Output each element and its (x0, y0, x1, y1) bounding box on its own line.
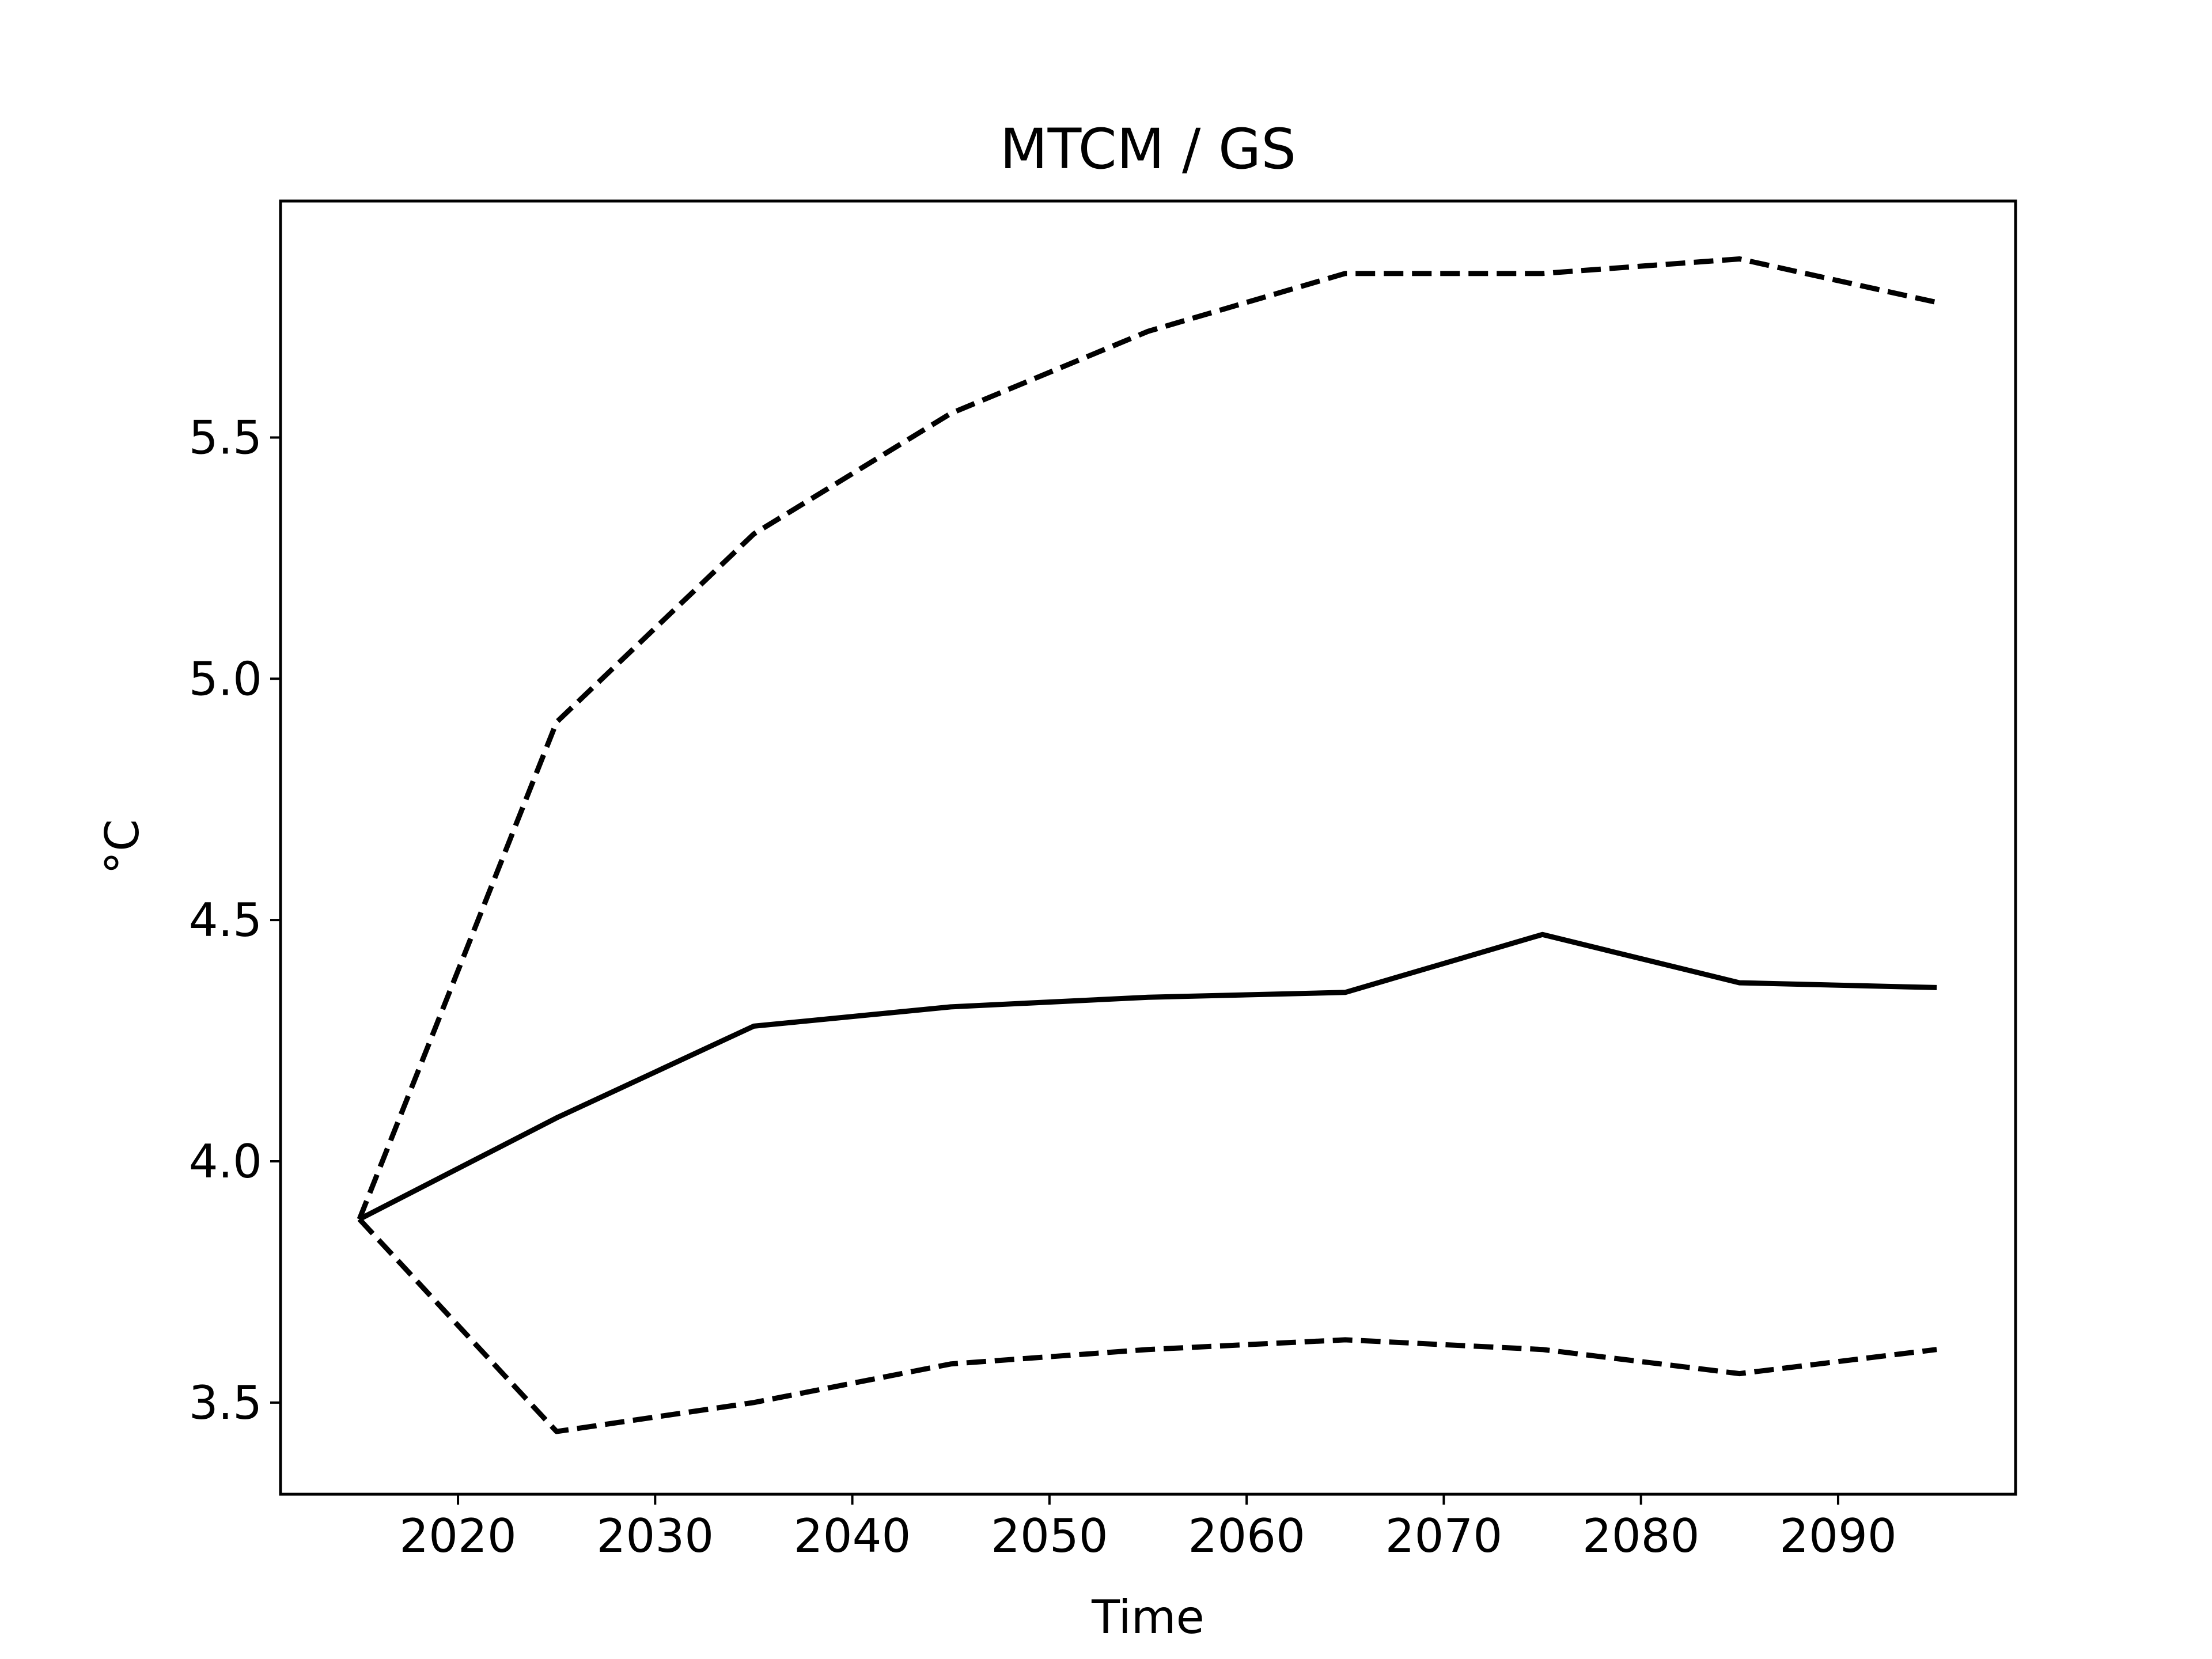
x-tick-label-2040: 2040 (794, 1509, 911, 1563)
x-tick-label-2020: 2020 (399, 1509, 517, 1563)
y-tick-label-3.5: 3.5 (189, 1376, 262, 1430)
y-tick-label-4.0: 4.0 (189, 1135, 262, 1188)
y-axis: 3.5 4.0 4.5 5.0 5.5 (189, 411, 281, 1430)
y-tick-label-4.5: 4.5 (189, 893, 262, 947)
y-tick-label-5.5: 5.5 (189, 411, 262, 464)
y-tick-label-5.0: 5.0 (189, 652, 262, 706)
x-tick-label-2060: 2060 (1188, 1509, 1305, 1563)
series-line-2 (358, 931, 1937, 1222)
x-tick-label-2090: 2090 (1779, 1509, 1897, 1563)
x-tick-label-2080: 2080 (1582, 1509, 1700, 1563)
x-axis: 2020 2030 2040 2050 2060 2070 2080 2090 (399, 1494, 1897, 1563)
plot-area (357, 256, 1938, 1434)
y-axis-title: °C (96, 819, 149, 874)
x-tick-label-2050: 2050 (991, 1509, 1108, 1563)
series-line-1 (357, 256, 1938, 1221)
chart-title: MTCM / GS (1000, 117, 1296, 181)
x-axis-title: Time (1091, 1590, 1205, 1644)
x-tick-label-2030: 2030 (597, 1509, 714, 1563)
series-line-3 (357, 1217, 1937, 1434)
plot-frame (279, 199, 2017, 1496)
x-tick-label-2070: 2070 (1385, 1509, 1503, 1563)
